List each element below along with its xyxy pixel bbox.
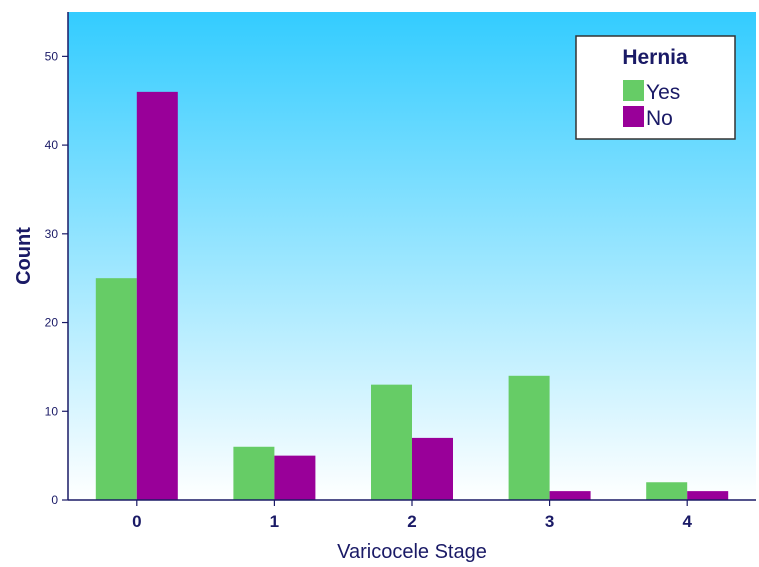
y-tick-label: 0 xyxy=(51,493,58,507)
legend-swatch-yes xyxy=(623,80,644,101)
x-tick-label: 2 xyxy=(407,512,416,531)
bar-yes-stage-2 xyxy=(371,384,412,500)
x-tick-label: 4 xyxy=(682,512,692,531)
legend-box xyxy=(575,35,736,140)
bar-no-stage-4 xyxy=(687,491,729,500)
bar-yes-stage-4 xyxy=(646,482,688,500)
bar-no-stage-3 xyxy=(549,491,591,500)
bar-group xyxy=(95,91,729,500)
y-tick-label: 50 xyxy=(45,49,59,63)
legend-swatch-no xyxy=(623,106,644,127)
x-tick-label: 3 xyxy=(545,512,554,531)
x-axis-ticks: 0 1 2 3 4 xyxy=(132,500,692,531)
legend-label-no: No xyxy=(646,107,673,130)
bar-yes-stage-1 xyxy=(233,446,275,500)
y-tick-label: 20 xyxy=(45,316,59,330)
bar-yes-stage-3 xyxy=(508,375,550,500)
legend-label-yes: Yes xyxy=(646,81,680,104)
y-axis-ticks: 0 10 20 30 40 50 xyxy=(45,49,68,507)
bar-no-stage-1 xyxy=(274,455,316,500)
x-tick-label: 1 xyxy=(270,512,279,531)
y-tick-label: 10 xyxy=(45,404,59,418)
x-tick-label: 0 xyxy=(132,512,141,531)
bar-no-stage-2 xyxy=(412,437,453,500)
legend: Hernia Yes No xyxy=(575,35,736,140)
bar-yes-stage-0 xyxy=(95,278,137,500)
y-axis-title: Count xyxy=(13,227,35,285)
y-tick-label: 40 xyxy=(45,138,59,152)
y-tick-label: 30 xyxy=(45,227,59,241)
x-axis-title: Varicocele Stage xyxy=(337,541,487,563)
legend-title: Hernia xyxy=(622,46,688,69)
bar-no-stage-0 xyxy=(136,91,178,500)
